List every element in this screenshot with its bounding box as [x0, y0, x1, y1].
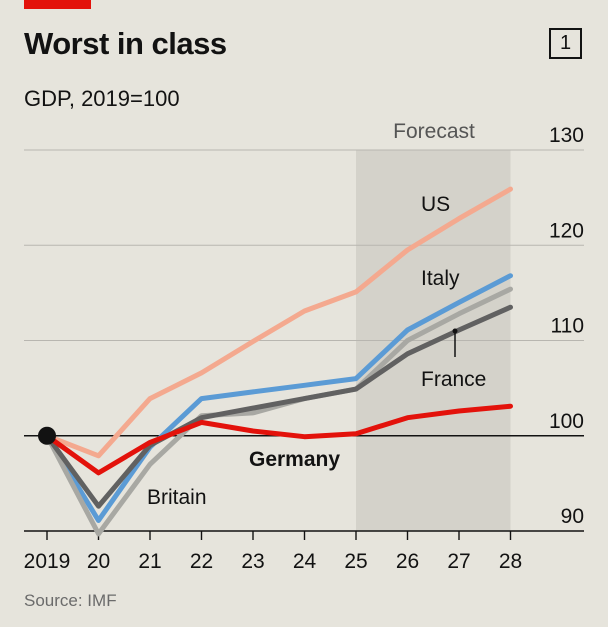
y-tick-label-110: 110	[551, 315, 584, 338]
label-france: France	[421, 368, 486, 391]
x-tick-label-27: 27	[447, 550, 470, 573]
x-tick-label-20: 20	[87, 550, 110, 573]
chart-number-badge: 1	[549, 28, 582, 59]
y-tick-label-130: 130	[549, 124, 584, 147]
france-leader-dot	[452, 328, 458, 334]
series-line-italy	[44, 273, 513, 523]
x-tick-label-22: 22	[190, 550, 213, 573]
x-tick-label-25: 25	[344, 550, 367, 573]
x-tick-label-2019: 2019	[24, 550, 71, 573]
x-tick-label-28: 28	[499, 550, 522, 573]
label-italy: Italy	[421, 267, 460, 290]
forecast-label: Forecast	[393, 120, 475, 143]
label-germany: Germany	[249, 448, 340, 471]
x-tick-label-24: 24	[293, 550, 317, 573]
label-britain: Britain	[147, 486, 207, 509]
label-us: US	[421, 193, 450, 216]
x-tick-label-26: 26	[396, 550, 419, 573]
series-line-us	[44, 186, 513, 459]
start-point-marker	[38, 426, 56, 445]
x-tick-labels: 2019 20 21 22 23 24 25 26 27 28	[24, 531, 522, 573]
series-lines	[44, 186, 513, 537]
series-line-france	[44, 304, 513, 509]
y-tick-labels: 90 100 110 120 130	[549, 124, 584, 528]
chart-title: Worst in class	[24, 26, 227, 61]
y-tick-label-90: 90	[561, 505, 584, 528]
x-tick-label-23: 23	[241, 550, 264, 573]
source-note: Source: IMF	[24, 591, 117, 610]
series-line-germany	[44, 403, 513, 476]
x-tick-label-21: 21	[138, 550, 161, 573]
y-tick-label-120: 120	[549, 219, 584, 242]
brand-accent-bar	[24, 0, 91, 9]
series-labels: Forecast US Italy France Germany Britain	[147, 120, 486, 509]
y-tick-label-100: 100	[549, 410, 584, 433]
chart-subtitle: GDP, 2019=100	[24, 86, 180, 111]
